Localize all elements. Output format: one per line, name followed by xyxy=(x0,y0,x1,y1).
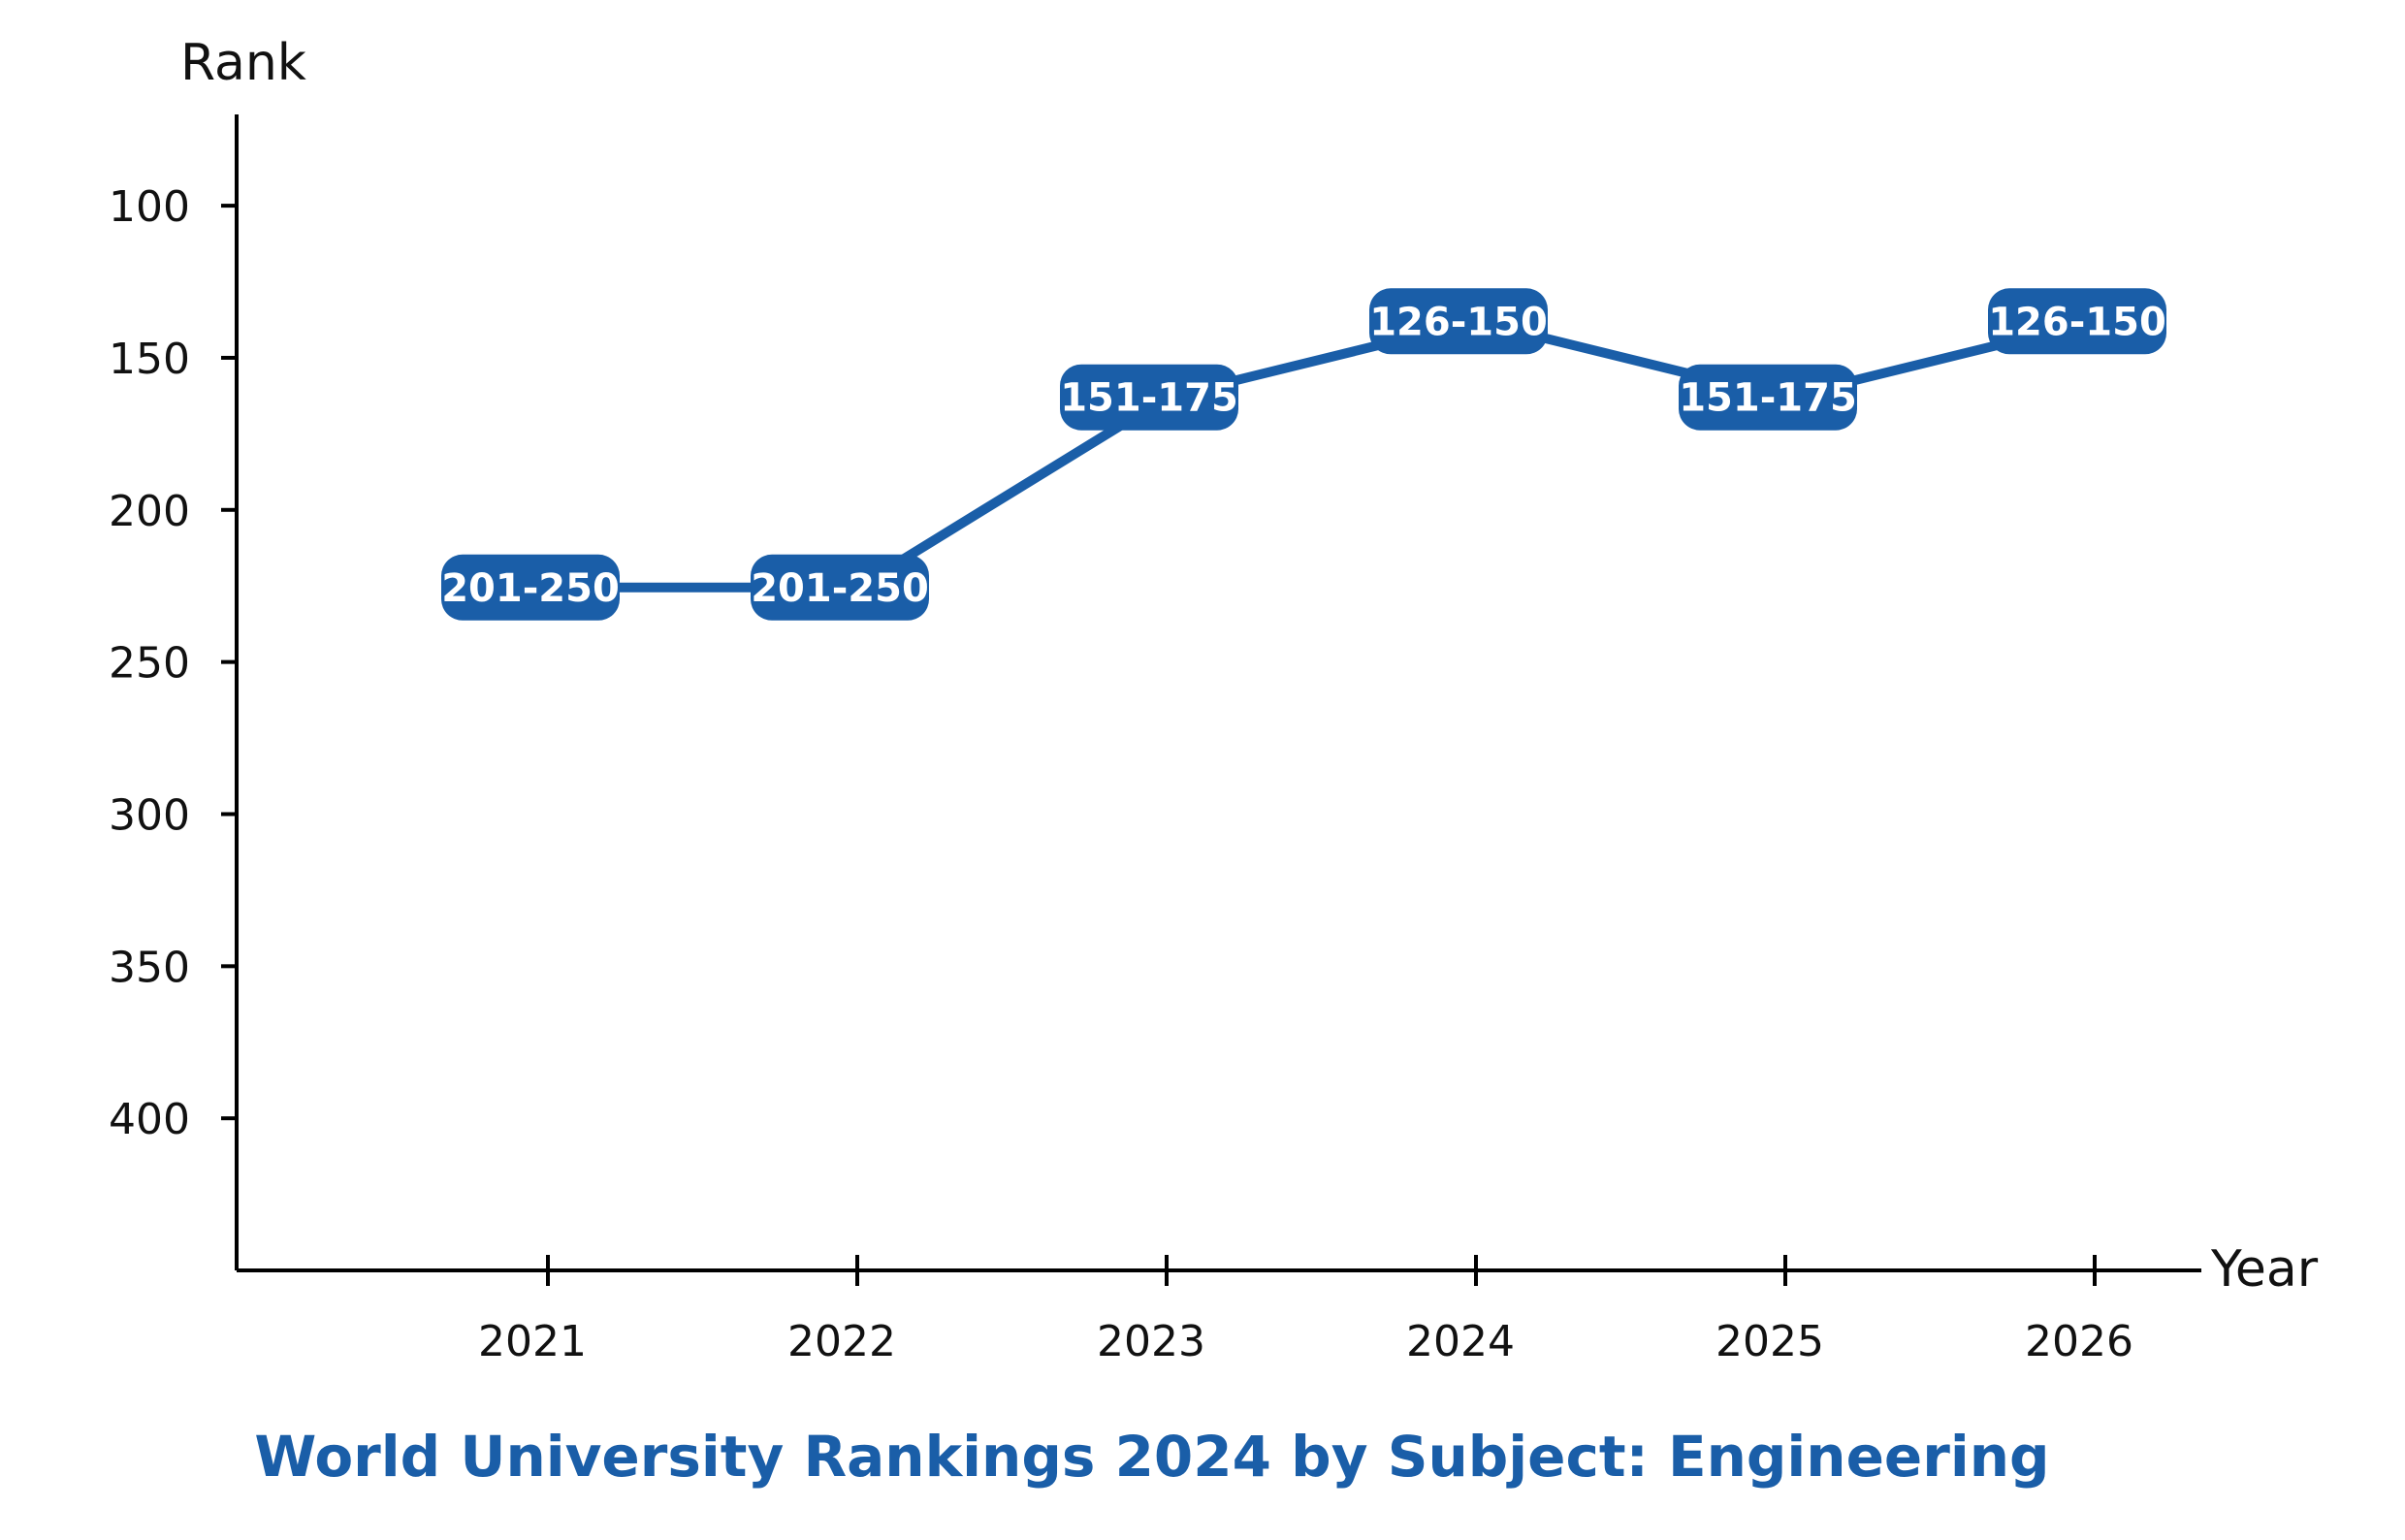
y-tick-label: 400 xyxy=(109,1095,190,1144)
y-tick-label: 250 xyxy=(109,639,190,689)
data-point: 201-250 xyxy=(441,554,620,621)
data-label-badge xyxy=(1988,288,2166,355)
y-tick-label: 100 xyxy=(109,182,190,232)
data-label: 201-250 xyxy=(441,566,620,611)
x-tick-label: 2023 xyxy=(1097,1317,1205,1366)
series-layer xyxy=(543,316,2100,593)
data-point: 126-150 xyxy=(1369,288,1548,355)
data-label: 201-250 xyxy=(751,566,929,611)
x-tick-label: 2022 xyxy=(787,1317,896,1366)
chart-title: World University Rankings 2024 by Subjec… xyxy=(254,1424,2050,1490)
data-point: 151-175 xyxy=(1679,364,1857,431)
data-label-badge xyxy=(751,554,929,621)
x-tick-label: 2025 xyxy=(1716,1317,1824,1366)
x-tick-label: 2024 xyxy=(1406,1317,1515,1366)
data-point: 151-175 xyxy=(1060,364,1238,431)
data-label: 126-150 xyxy=(1988,300,2166,344)
data-label-badge xyxy=(441,554,620,621)
x-tick-label: 2026 xyxy=(2025,1317,2133,1366)
data-point: 201-250 xyxy=(751,554,929,621)
y-tick-label: 300 xyxy=(109,790,190,840)
y-axis-title: Rank xyxy=(180,34,306,92)
y-tick-label: 150 xyxy=(109,335,190,384)
series-line xyxy=(543,316,2100,593)
y-tick-label: 200 xyxy=(109,487,190,536)
y-tick-label: 350 xyxy=(109,943,190,992)
axes: 100 150 200 250 300 350 400 2021 2022 2023 2024 202… xyxy=(109,34,2319,1366)
point-labels-layer: 201-250 201-250 151-175 126-150 151-175 126-1… xyxy=(441,288,2166,621)
data-point: 126-150 xyxy=(1988,288,2166,355)
data-label-badge xyxy=(1679,364,1857,431)
data-label: 151-175 xyxy=(1060,376,1238,421)
data-label-badge xyxy=(1369,288,1548,355)
data-label: 126-150 xyxy=(1369,300,1548,344)
x-tick-label: 2021 xyxy=(478,1317,587,1366)
x-axis-title: Year xyxy=(2210,1240,2319,1299)
data-label: 151-175 xyxy=(1679,376,1857,421)
data-label-badge xyxy=(1060,364,1238,431)
